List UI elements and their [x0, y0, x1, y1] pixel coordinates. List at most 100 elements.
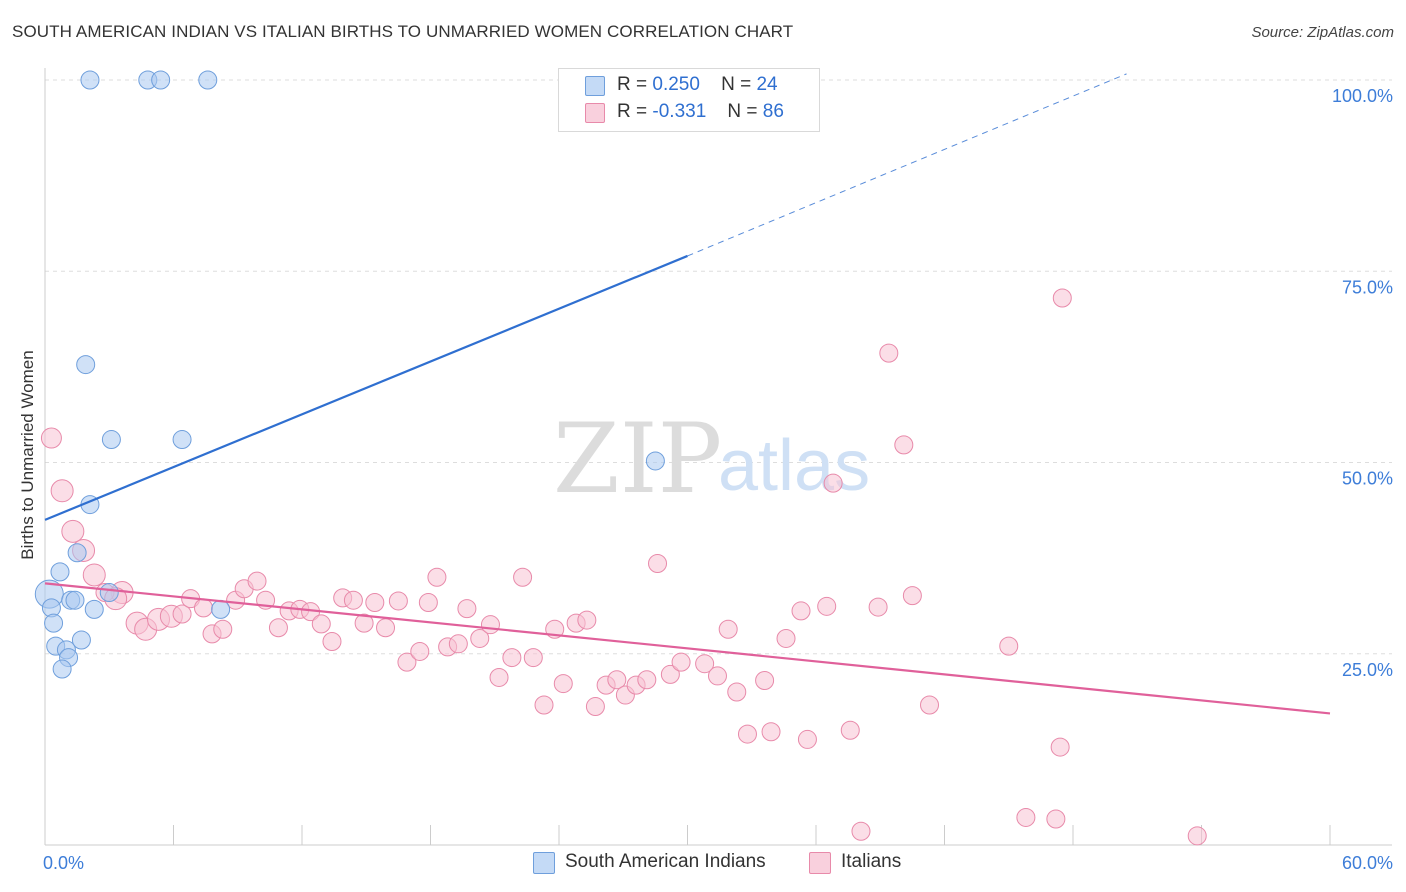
- trend-line: [44, 582, 1331, 715]
- data-point: [671, 652, 691, 672]
- data-point: [727, 682, 747, 702]
- gridlines: [45, 79, 1392, 655]
- legend-n-value: 24: [756, 74, 778, 95]
- data-point: [427, 567, 447, 587]
- data-point: [52, 659, 72, 679]
- data-point: [660, 664, 680, 684]
- data-point: [637, 670, 657, 690]
- data-point: [71, 630, 91, 650]
- legend-text: R = 0.250 N = 24: [617, 74, 778, 96]
- data-point: [213, 619, 233, 639]
- data-point: [457, 599, 477, 619]
- stats-legend: R = 0.250 N = 24 R = -0.331 N = 86: [558, 68, 820, 132]
- data-point: [268, 618, 288, 638]
- trend-lines: [44, 73, 1331, 715]
- data-point: [99, 583, 119, 603]
- data-point: [50, 479, 74, 503]
- data-point: [376, 618, 396, 638]
- series-swatch-blue: [533, 852, 555, 874]
- data-point: [343, 590, 363, 610]
- data-point: [851, 821, 871, 841]
- data-point: [76, 355, 96, 375]
- data-point: [737, 724, 757, 744]
- watermark-zip: ZIP: [553, 403, 722, 515]
- data-point: [489, 667, 509, 687]
- data-point: [513, 567, 533, 587]
- data-point: [1187, 826, 1207, 846]
- data-point: [172, 430, 192, 450]
- data-point: [172, 604, 192, 624]
- series-legend-label: South American Indians: [565, 851, 766, 872]
- y-tick-label: 75.0%: [1342, 277, 1393, 297]
- y-tick-label: 25.0%: [1342, 660, 1393, 680]
- data-point: [40, 427, 62, 449]
- data-point: [1050, 737, 1070, 757]
- chart-title: SOUTH AMERICAN INDIAN VS ITALIAN BIRTHS …: [12, 22, 794, 41]
- data-point: [397, 652, 417, 672]
- legend-r-value: -0.331: [652, 101, 707, 122]
- axes: [44, 68, 1392, 846]
- data-point: [480, 615, 500, 635]
- data-point: [607, 670, 627, 690]
- data-point: [50, 562, 70, 582]
- data-point: [868, 597, 888, 617]
- watermark-atlas: atlas: [718, 426, 870, 506]
- data-point: [65, 590, 85, 610]
- data-point: [791, 601, 811, 621]
- data-point: [755, 671, 775, 691]
- data-point: [322, 632, 342, 652]
- data-point: [67, 543, 87, 563]
- data-point: [840, 720, 860, 740]
- data-point: [902, 586, 922, 606]
- data-point: [920, 695, 940, 715]
- data-point: [585, 697, 605, 717]
- data-point: [388, 591, 408, 611]
- data-point: [645, 451, 665, 471]
- y-tick-label: 100.0%: [1332, 86, 1393, 106]
- data-point: [797, 729, 817, 749]
- data-point: [198, 70, 218, 90]
- legend-n-value: 86: [762, 101, 784, 122]
- legend-text: R = -0.331 N = 86: [617, 101, 784, 123]
- y-tick-label: 50.0%: [1342, 469, 1393, 489]
- data-point: [502, 648, 522, 668]
- legend-swatch-blue: [585, 76, 605, 96]
- x-tick-label: 60.0%: [1342, 853, 1393, 873]
- legend-n-label: N =: [721, 74, 752, 95]
- data-point: [1046, 809, 1066, 829]
- x-tick-label: 0.0%: [43, 853, 84, 873]
- data-point: [84, 599, 104, 619]
- data-point: [523, 648, 543, 668]
- data-point: [999, 636, 1019, 656]
- data-point: [577, 610, 597, 630]
- data-point: [82, 563, 106, 587]
- data-point: [553, 674, 573, 694]
- series-swatch-pink: [809, 852, 831, 874]
- data-point: [879, 343, 899, 363]
- legend-swatch-pink: [585, 103, 605, 123]
- legend-r-label: R =: [617, 74, 648, 95]
- data-point: [761, 722, 781, 742]
- data-point: [61, 519, 85, 543]
- data-point: [151, 70, 171, 90]
- data-point: [448, 634, 468, 654]
- data-point: [894, 435, 914, 455]
- data-point: [817, 596, 837, 616]
- legend-r-value: 0.250: [652, 74, 700, 95]
- data-point: [718, 619, 738, 639]
- data-point: [311, 614, 331, 634]
- legend-r-label: R =: [617, 101, 648, 122]
- data-point: [776, 628, 796, 648]
- data-point: [211, 599, 231, 619]
- chart-source: Source: ZipAtlas.com: [1251, 24, 1394, 41]
- y-axis-label: Births to Unmarried Women: [18, 350, 37, 560]
- data-point: [44, 613, 64, 633]
- tick-labels: 25.0% 50.0% 75.0% 100.0% 0.0% 60.0%: [43, 86, 1393, 873]
- data-point: [193, 598, 213, 618]
- data-point: [823, 473, 843, 493]
- data-point: [247, 571, 267, 591]
- data-point: [648, 553, 668, 573]
- data-points: [34, 70, 1207, 846]
- data-point: [410, 641, 430, 661]
